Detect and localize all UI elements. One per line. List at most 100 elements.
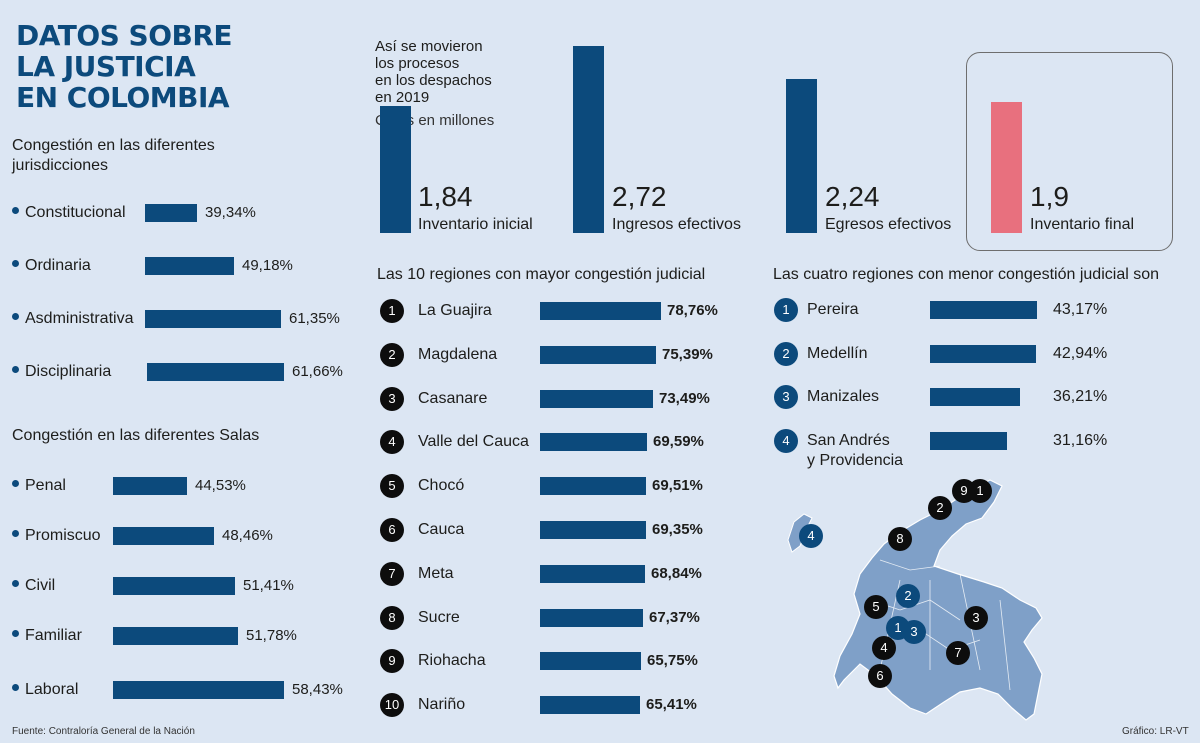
inventario-final-box [966,52,1173,251]
bar [930,432,1007,450]
category-label: Familiar [12,626,82,646]
bar [540,652,641,670]
bar [540,302,661,320]
region-label: Medellín [807,344,867,364]
value-label: 51,78% [246,627,297,644]
category-label: Egresos efectivos [825,216,952,233]
category-label: Civil [12,576,55,596]
bar [540,565,645,583]
region-label: Nariño [418,696,466,713]
region-label: Meta [418,565,454,582]
menor-congestion-title: Las cuatro regiones con menor congestión… [773,266,1160,283]
region-label: Riohacha [418,652,486,669]
value-label: 39,34% [205,204,256,221]
bar [113,527,214,545]
category-label: Constitucional [12,203,126,223]
category-text: Penal [25,477,66,494]
bar [147,363,284,381]
colombia-shape [833,479,1043,721]
page-title: DATOS SOBRE LA JUSTICIA EN COLOMBIA [16,20,336,113]
bar [930,301,1037,319]
bullet-icon [12,630,19,638]
value-label: 58,43% [292,681,343,698]
bullet-icon [12,580,19,588]
value-label: 49,18% [242,257,293,274]
category-label: Penal [12,476,66,496]
region-label: San Andrés y Providencia [807,431,903,471]
map-marker-high: 1 [968,479,992,503]
value-label: 69,59% [653,433,704,450]
bar [991,102,1022,233]
bar [540,521,646,539]
value-label: 31,16% [1053,432,1108,449]
procesos-title: Así se movieron los procesos en los desp… [375,38,555,129]
region-label: Chocó [418,477,465,494]
value-label: 65,41% [646,696,697,713]
bar [145,310,281,328]
colombia-map [787,479,1043,721]
mayor-congestion-title: Las 10 regiones con mayor congestión jud… [377,266,706,283]
rank-badge: 1 [774,298,798,322]
rank-badge: 4 [380,430,404,454]
procesos-title-line-1: Así se movieron [375,38,483,55]
value-label: 61,35% [289,310,340,327]
value-label: 78,76% [667,302,718,319]
category-text: Constitucional [25,204,126,221]
category-label: Ingresos efectivos [612,216,741,233]
bar [113,627,238,645]
bullet-icon [12,480,19,488]
category-text: Asdministrativa [25,310,134,327]
value-label: 69,35% [652,521,703,538]
region-label: Pereira [807,300,859,320]
category-label: Promiscuo [12,526,101,546]
rank-badge: 1 [380,299,404,323]
bar [540,477,646,495]
map-marker-high: 6 [868,664,892,688]
bar [113,477,187,495]
value-label: 67,37% [649,609,700,626]
bullet-icon [12,207,19,215]
category-text: Civil [25,577,56,594]
bar [573,46,604,233]
bar [540,390,653,408]
category-label: Laboral [12,680,78,700]
category-label: Inventario final [1030,216,1135,233]
region-label: Sucre [418,609,460,626]
bar [930,388,1020,406]
rank-badge: 9 [380,649,404,673]
value-label: 1,84 [418,181,473,212]
region-label: Cauca [418,521,465,538]
title-line-1: DATOS SOBRE [16,19,233,52]
category-label: Ordinaria [12,256,91,276]
region-label: La Guajira [418,302,492,319]
region-label-line: Manizales [807,388,880,405]
bar [145,204,197,222]
bar [113,681,284,699]
rank-badge: 8 [380,606,404,630]
map-marker-high: 5 [864,595,888,619]
title-line-2: LA JUSTICIA [16,50,196,83]
map-marker-low: 2 [896,584,920,608]
value-label: 48,46% [222,527,273,544]
procesos-title-line-4: en 2019 [375,89,430,106]
bar [540,433,647,451]
category-label: Disciplinaria [12,362,111,382]
rank-badge: 2 [380,343,404,367]
value-label: 69,51% [652,477,703,494]
category-label: Inventario inicial [418,216,533,233]
value-label: 43,17% [1053,301,1108,318]
rank-badge: 3 [774,385,798,409]
rank-badge: 2 [774,342,798,366]
region-label-line: Medellín [807,345,868,362]
category-label: Asdministrativa [12,309,133,329]
value-label: 36,21% [1053,388,1108,405]
region-label: Manizales [807,387,879,407]
bullet-icon [12,313,19,321]
footer-credit: Gráfico: LR-VT [1122,726,1189,737]
bar [540,346,656,364]
rank-badge: 3 [380,387,404,411]
value-label: 1,9 [1030,181,1069,212]
rank-badge: 4 [774,429,798,453]
rank-badge: 6 [380,518,404,542]
region-label-line: y Providencia [807,452,904,469]
